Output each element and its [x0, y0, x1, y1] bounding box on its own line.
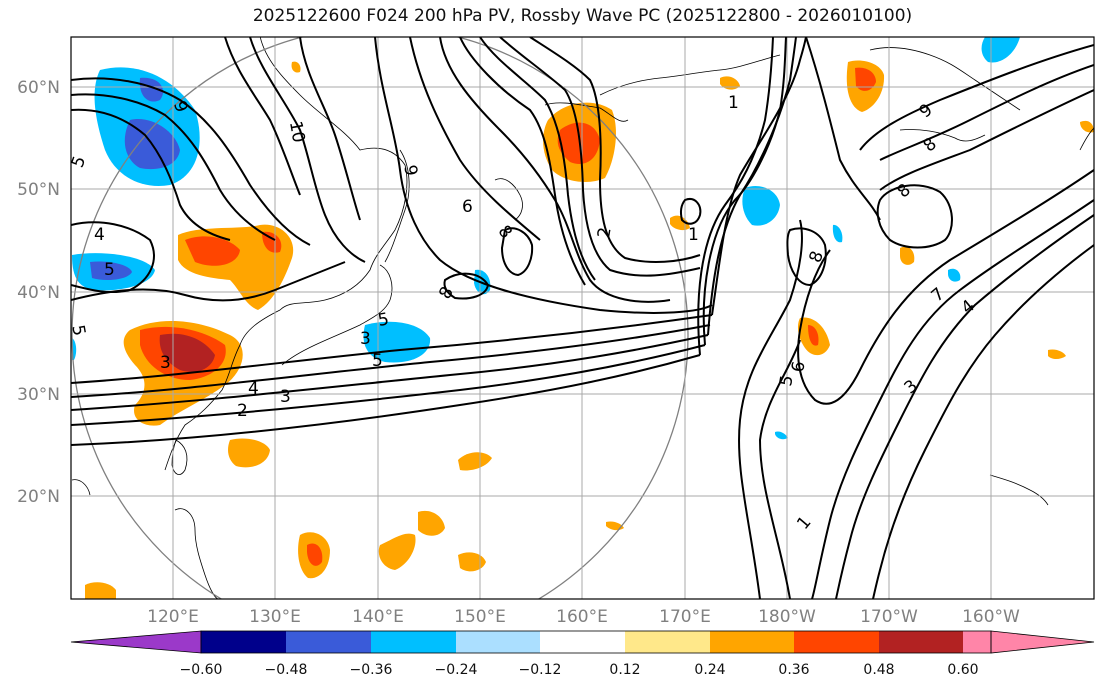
- longitude-labels: 120°E 130°E 140°E 150°E 160°E 170°E 180°…: [147, 607, 1020, 627]
- lon-label: 130°E: [249, 607, 301, 627]
- colorbar-bin: [371, 631, 456, 653]
- contour-label: 3: [280, 387, 291, 407]
- colorbar-label: 0.12: [609, 662, 640, 678]
- lon-label: 160°W: [962, 607, 1020, 627]
- lat-label: 30°N: [17, 385, 60, 405]
- lon-label: 150°E: [454, 607, 506, 627]
- colorbar-label: 0.60: [947, 662, 978, 678]
- colorbar-low-extend: [71, 631, 201, 653]
- colorbar-high-extend: [991, 631, 1094, 653]
- colorbar-bin: [540, 631, 625, 653]
- colorbar-bin: [963, 631, 991, 653]
- colorbar-label: 0.24: [694, 662, 725, 678]
- lat-label: 60°N: [17, 78, 60, 98]
- colorbar-label: 0.36: [778, 662, 809, 678]
- lon-label: 170°W: [860, 607, 918, 627]
- contour-label: 10: [285, 120, 308, 145]
- colorbar-label: −0.60: [180, 662, 223, 678]
- contour-label: 5: [372, 351, 383, 371]
- contour-label: 4: [248, 379, 259, 399]
- colorbar-label: −0.24: [435, 662, 478, 678]
- latitude-labels: 60°N 50°N 40°N 30°N 20°N: [17, 78, 60, 507]
- colorbar-bin: [625, 631, 710, 653]
- colorbar-bin: [794, 631, 879, 653]
- contour-label: 2: [237, 401, 248, 421]
- lon-label: 140°E: [352, 607, 404, 627]
- lon-label: 180°W: [758, 607, 816, 627]
- contour-label: 4: [94, 225, 105, 245]
- lon-label: 160°E: [556, 607, 608, 627]
- colorbar-label: −0.36: [350, 662, 393, 678]
- colorbar: −0.60 −0.48 −0.36 −0.24 −0.12 0.12 0.24 …: [71, 631, 1094, 678]
- contour-label: 6: [462, 197, 473, 217]
- colorbar-bin: [456, 631, 540, 653]
- contour-label: 3: [160, 353, 171, 373]
- contour-label: 3: [360, 329, 371, 349]
- lat-label: 40°N: [17, 283, 60, 303]
- colorbar-bin: [201, 631, 286, 653]
- colorbar-label: −0.12: [519, 662, 562, 678]
- colorbar-bin: [879, 631, 963, 653]
- colorbar-bin: [710, 631, 794, 653]
- contour-label: 1: [728, 93, 739, 113]
- colorbar-label: 0.48: [863, 662, 894, 678]
- contour-label: 5: [104, 260, 115, 280]
- lon-label: 120°E: [147, 607, 199, 627]
- lon-label: 170°E: [659, 607, 711, 627]
- lat-label: 20°N: [17, 487, 60, 507]
- colorbar-label: −0.48: [265, 662, 308, 678]
- lat-label: 50°N: [17, 180, 60, 200]
- contour-label: 1: [688, 225, 699, 245]
- colorbar-bin: [286, 631, 371, 653]
